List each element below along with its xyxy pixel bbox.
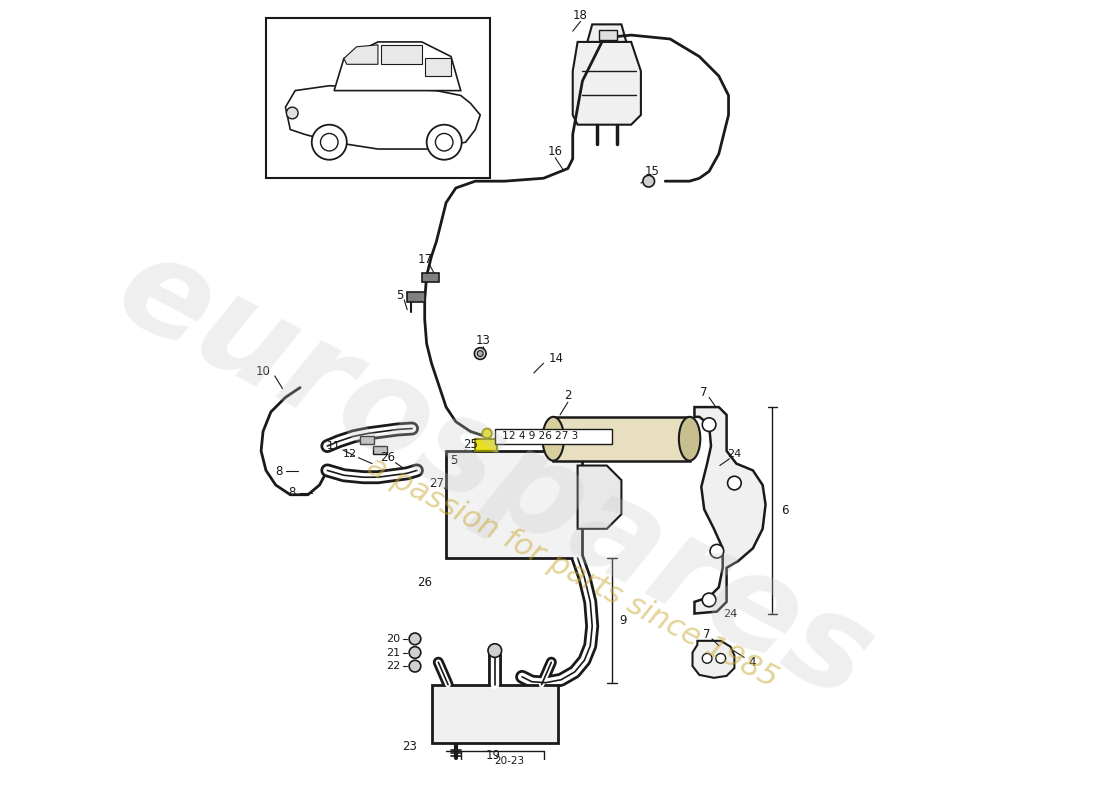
- Bar: [361, 436, 374, 444]
- Ellipse shape: [679, 417, 701, 461]
- Text: 24: 24: [727, 449, 741, 459]
- Circle shape: [436, 134, 453, 151]
- Text: 8: 8: [288, 486, 296, 499]
- Text: 6: 6: [781, 504, 789, 517]
- Bar: [553, 417, 690, 461]
- Circle shape: [409, 646, 421, 658]
- Text: 7: 7: [703, 627, 711, 641]
- Text: 20-23: 20-23: [494, 756, 525, 766]
- Text: 8: 8: [275, 465, 283, 478]
- Text: 25: 25: [463, 438, 477, 450]
- Text: 22: 22: [386, 661, 400, 671]
- Bar: [447, 451, 583, 558]
- Circle shape: [642, 175, 654, 187]
- Text: 1: 1: [502, 431, 508, 442]
- Polygon shape: [693, 641, 735, 678]
- Text: 20: 20: [386, 634, 400, 644]
- Text: 7: 7: [701, 386, 708, 399]
- Circle shape: [427, 125, 462, 160]
- Text: 2 4 9 26 27 3: 2 4 9 26 27 3: [509, 431, 579, 442]
- Circle shape: [311, 125, 346, 160]
- Bar: [475, 439, 497, 451]
- Circle shape: [409, 660, 421, 672]
- Text: 16: 16: [548, 146, 563, 158]
- Text: 11: 11: [327, 441, 341, 451]
- Circle shape: [702, 593, 716, 606]
- Text: 19: 19: [485, 750, 501, 762]
- Bar: [421, 273, 439, 282]
- Text: 18: 18: [573, 9, 588, 22]
- Text: 14: 14: [549, 352, 563, 365]
- Text: 5: 5: [396, 289, 403, 302]
- Text: 26: 26: [381, 451, 395, 464]
- Polygon shape: [694, 407, 766, 614]
- Text: 2: 2: [564, 389, 572, 402]
- Polygon shape: [578, 466, 621, 529]
- Text: 5: 5: [450, 454, 458, 467]
- Text: 27: 27: [429, 477, 444, 490]
- Text: 26: 26: [417, 576, 432, 589]
- Bar: [373, 446, 387, 454]
- Circle shape: [482, 429, 492, 438]
- Circle shape: [488, 644, 502, 658]
- Circle shape: [710, 545, 724, 558]
- Text: 13: 13: [475, 334, 491, 347]
- Polygon shape: [285, 86, 481, 149]
- Text: 23: 23: [402, 739, 417, 753]
- Circle shape: [702, 418, 716, 431]
- Bar: [266, 18, 490, 178]
- Bar: [600, 30, 617, 40]
- Circle shape: [716, 654, 726, 663]
- Bar: [495, 429, 612, 444]
- Polygon shape: [573, 42, 641, 125]
- Polygon shape: [587, 24, 626, 42]
- Circle shape: [409, 633, 421, 645]
- Polygon shape: [344, 45, 378, 64]
- Ellipse shape: [542, 417, 564, 461]
- Text: a passion for parts since 1985: a passion for parts since 1985: [362, 452, 783, 694]
- Circle shape: [320, 134, 338, 151]
- Text: 17: 17: [417, 253, 432, 266]
- Polygon shape: [334, 42, 461, 90]
- Text: 21: 21: [386, 647, 400, 658]
- Text: 24: 24: [724, 609, 738, 618]
- Bar: [407, 292, 425, 302]
- Text: 4: 4: [748, 656, 756, 669]
- Polygon shape: [381, 45, 421, 64]
- Circle shape: [286, 107, 298, 119]
- Text: 10: 10: [255, 365, 271, 378]
- Text: 9: 9: [619, 614, 627, 627]
- Circle shape: [727, 476, 741, 490]
- Circle shape: [477, 350, 483, 357]
- Circle shape: [702, 654, 712, 663]
- Text: 12: 12: [342, 449, 356, 459]
- Polygon shape: [425, 58, 451, 76]
- Text: 15: 15: [645, 165, 660, 178]
- Text: eurospares: eurospares: [97, 223, 893, 727]
- Circle shape: [474, 348, 486, 359]
- Bar: [431, 685, 558, 743]
